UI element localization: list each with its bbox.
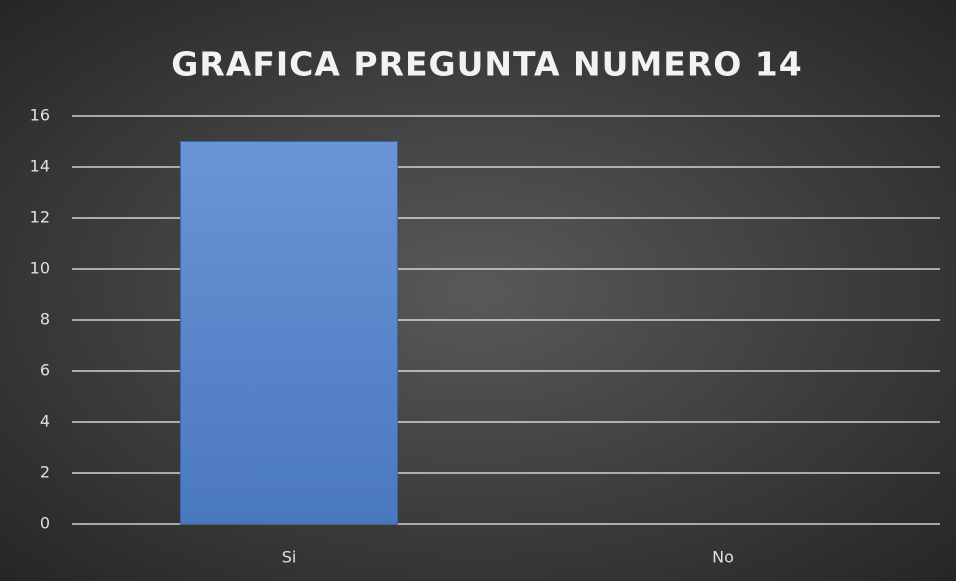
y-tick-label: 14	[30, 157, 50, 176]
x-tick-label: No	[712, 548, 734, 567]
y-tick-label: 10	[30, 259, 50, 278]
x-tick-label: Si	[282, 548, 297, 567]
y-tick-label: 16	[30, 106, 50, 125]
y-tick-label: 6	[40, 361, 50, 380]
chart-title: GRAFICA PREGUNTA NUMERO 14	[171, 45, 802, 84]
y-tick-label: 12	[30, 208, 50, 227]
y-tick-label: 0	[40, 514, 50, 533]
bar	[180, 141, 398, 525]
y-tick-label: 8	[40, 310, 50, 329]
y-tick-label: 4	[40, 412, 50, 431]
y-tick-label: 2	[40, 463, 50, 482]
